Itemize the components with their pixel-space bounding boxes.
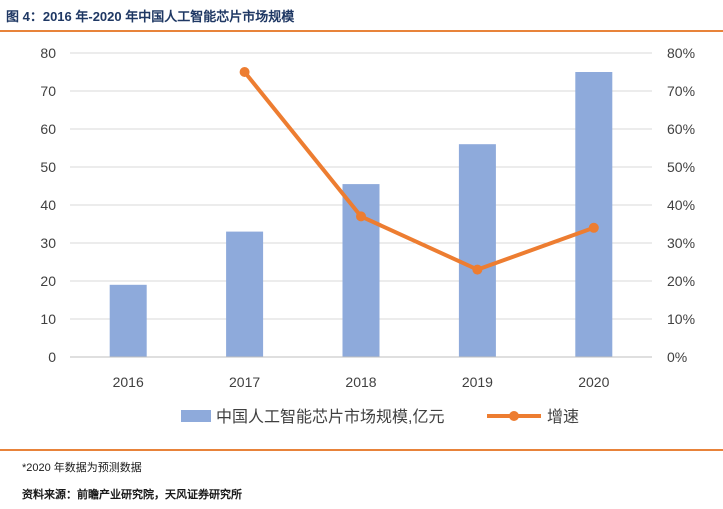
combo-chart: 0 10 20 30 40 50 60 70 80 0% 10% 20% 30% 40% 50% 60% 70… — [40, 45, 695, 426]
x-tick-label: 2020 — [578, 374, 609, 390]
right-tick-label: 20% — [667, 273, 695, 289]
bar — [458, 144, 496, 357]
left-tick-label: 50 — [40, 159, 56, 175]
growth-point — [356, 211, 366, 222]
x-tick-label: 2019 — [462, 374, 493, 390]
right-axis-ticks: 0% 10% 20% 30% 40% 50% 60% 70% 80% — [667, 45, 695, 365]
bar — [575, 72, 613, 357]
x-tick-label: 2017 — [229, 374, 260, 390]
x-axis-labels: 2016 2017 2018 2019 2020 — [113, 374, 610, 390]
bar — [226, 231, 264, 357]
left-tick-label: 30 — [40, 235, 56, 251]
right-tick-label: 50% — [667, 159, 695, 175]
right-tick-label: 40% — [667, 197, 695, 213]
legend: 中国人工智能芯片市场规模,亿元 增速 — [181, 408, 579, 426]
line-series — [239, 67, 599, 275]
footnote: *2020 年数据为预测数据 — [22, 462, 142, 474]
source-note: 资料来源：前瞻产业研究院，天风证券研究所 — [22, 489, 242, 501]
right-tick-label: 60% — [667, 121, 695, 137]
top-divider — [0, 30, 723, 32]
left-tick-label: 60 — [40, 121, 56, 137]
left-tick-label: 20 — [40, 273, 56, 289]
left-tick-label: 70 — [40, 83, 56, 99]
growth-line — [243, 70, 595, 272]
bar — [342, 184, 380, 357]
left-tick-label: 40 — [40, 197, 56, 213]
right-tick-label: 70% — [667, 83, 695, 99]
x-tick-label: 2016 — [113, 374, 144, 390]
bar — [109, 284, 147, 357]
left-axis-ticks: 0 10 20 30 40 50 60 70 80 — [40, 45, 56, 365]
chart-title: 图 4：2016 年-2020 年中国人工智能芯片市场规模 — [6, 9, 295, 24]
left-tick-label: 0 — [48, 349, 56, 365]
legend-bar-label: 中国人工智能芯片市场规模,亿元 — [216, 408, 444, 426]
legend-line-marker — [509, 411, 519, 421]
left-tick-label: 10 — [40, 311, 56, 327]
x-tick-label: 2018 — [345, 374, 376, 390]
left-tick-label: 80 — [40, 45, 56, 61]
growth-point — [472, 264, 483, 275]
growth-point — [239, 67, 250, 77]
growth-point — [588, 222, 599, 233]
legend-bar-swatch — [181, 410, 211, 422]
bar-series — [109, 72, 613, 357]
legend-line-label: 增速 — [547, 408, 579, 426]
right-tick-label: 10% — [667, 311, 695, 327]
bottom-divider — [0, 449, 723, 451]
right-tick-label: 0% — [667, 349, 687, 365]
right-tick-label: 30% — [667, 235, 695, 251]
right-tick-label: 80% — [667, 45, 695, 61]
